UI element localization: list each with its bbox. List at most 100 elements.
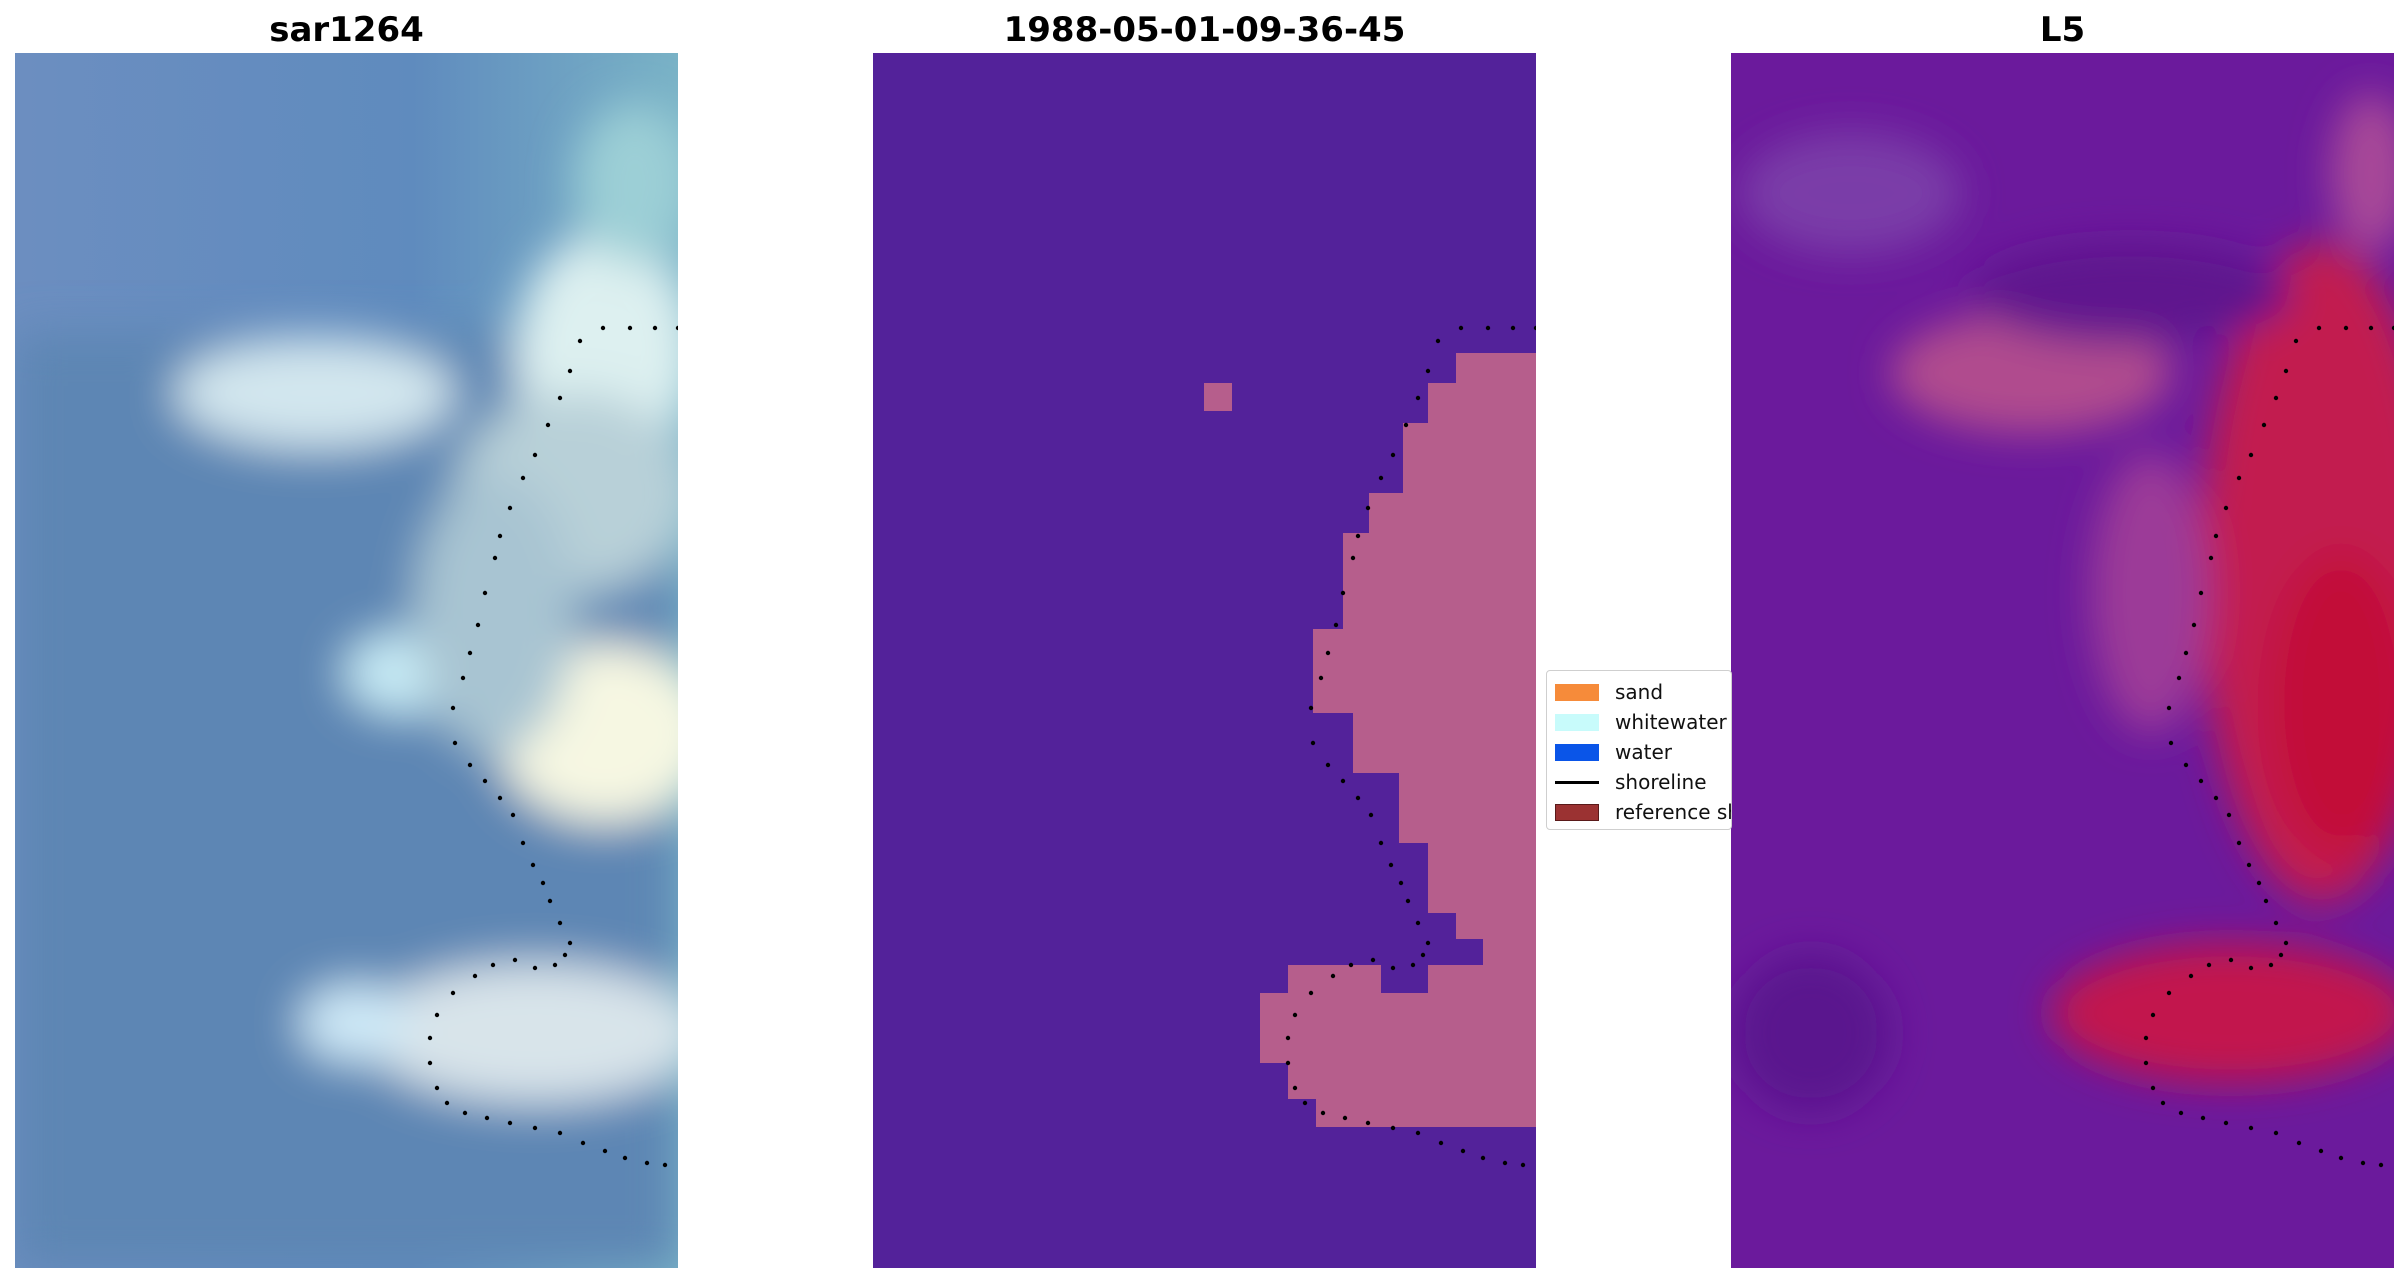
shoreline-dot	[652, 325, 658, 331]
shoreline-dot	[1510, 325, 1516, 331]
shoreline-dot	[2248, 1125, 2254, 1131]
shoreline-dot	[1435, 338, 1441, 344]
shoreline-dot	[1325, 762, 1331, 768]
shoreline-dot	[507, 1120, 513, 1126]
shoreline-dot	[497, 533, 503, 539]
shoreline-dot	[2273, 920, 2279, 926]
shoreline-dot	[2246, 862, 2252, 868]
shoreline-dot	[2176, 675, 2182, 681]
shoreline-dot	[1480, 1155, 1486, 1161]
shoreline-dot	[472, 973, 478, 979]
index-panel	[1731, 53, 2394, 1268]
shoreline-dot	[520, 475, 526, 481]
shoreline-dot	[2256, 880, 2262, 886]
shoreline-dot	[2206, 962, 2212, 968]
shoreline-dot	[2200, 1115, 2206, 1121]
shoreline-dot	[1378, 840, 1384, 846]
shoreline-dot	[2198, 778, 2204, 784]
legend-label: water	[1615, 740, 1672, 764]
shoreline-dot	[1388, 862, 1394, 868]
shoreline-dot	[1285, 1060, 1291, 1066]
shoreline-dot	[460, 675, 466, 681]
shoreline-dot	[2263, 898, 2269, 904]
shoreline-dot	[492, 555, 498, 561]
legend-item-reference-shoreline: reference shoreline	[1555, 800, 1731, 824]
shoreline-dot	[2223, 1120, 2229, 1126]
shoreline-dot	[1533, 325, 1536, 331]
shoreline-dot	[1292, 1085, 1298, 1091]
shoreline-dot	[2143, 1035, 2149, 1041]
shoreline-dot	[434, 1085, 440, 1091]
panel-title-index: L5	[2039, 10, 2086, 50]
shoreline-dot	[2273, 395, 2279, 401]
shoreline-dot	[2150, 1012, 2156, 1018]
shoreline-dot	[622, 1155, 628, 1161]
shoreline-dot	[467, 650, 473, 656]
shoreline-dot	[1390, 1125, 1396, 1131]
shoreline-dot	[1438, 1140, 1444, 1146]
shoreline-dot	[1405, 898, 1411, 904]
shoreline-dot	[2248, 965, 2254, 971]
shoreline-dot	[530, 862, 536, 868]
shoreline-dot	[1398, 880, 1404, 886]
shoreline-dot	[484, 1115, 490, 1121]
shoreline-dot	[2343, 325, 2349, 331]
shoreline-dot	[1390, 965, 1396, 971]
shoreline-dot	[2228, 957, 2234, 963]
shoreline-dot	[2293, 338, 2299, 344]
shoreline-dot	[2248, 452, 2254, 458]
shoreline-dot	[1302, 1100, 1308, 1106]
shoreline-dot	[2213, 795, 2219, 801]
shoreline-dot	[1330, 973, 1336, 979]
shoreline-dot	[545, 422, 551, 428]
shoreline-dot	[2283, 940, 2289, 946]
shoreline-dot	[2278, 952, 2284, 958]
shoreline-dot	[2283, 368, 2289, 374]
shoreline-dot	[482, 590, 488, 596]
shoreline-dot	[2368, 325, 2374, 331]
shoreline-line-swatch	[1555, 780, 1599, 784]
shoreline-dot	[532, 1125, 538, 1131]
shoreline-dot	[1485, 325, 1491, 331]
shoreline-dot	[520, 840, 526, 846]
legend-item-sand: sand	[1555, 680, 1731, 704]
shoreline-dot	[1502, 1160, 1508, 1166]
shoreline-dot	[427, 1035, 433, 1041]
shoreline-dot	[1340, 590, 1346, 596]
legend-item-whitewater: whitewater	[1555, 710, 1731, 734]
shoreline-dot	[1355, 533, 1361, 539]
shoreline-dot	[1320, 1110, 1326, 1116]
shoreline-dot	[2226, 812, 2232, 818]
classification-image	[873, 53, 1536, 1268]
shoreline-dot	[602, 1148, 608, 1154]
shoreline-dot	[2338, 1155, 2344, 1161]
reference-shoreline-swatch	[1555, 803, 1599, 821]
shoreline-dot	[2208, 555, 2214, 561]
shoreline-dot	[2223, 505, 2229, 511]
shoreline-dot	[580, 1140, 586, 1146]
shoreline-dot	[675, 325, 678, 331]
shoreline-dot	[467, 762, 473, 768]
shoreline-dot	[567, 940, 573, 946]
shoreline-dot	[2198, 590, 2204, 596]
shoreline-dot	[627, 325, 633, 331]
shoreline-dot	[1460, 1148, 1466, 1154]
sand-swatch	[1555, 683, 1599, 701]
classification-panel	[873, 53, 1536, 1268]
shoreline-dot	[2150, 1085, 2156, 1091]
shoreline-dot	[1292, 1012, 1298, 1018]
panel-title-rgb: sar1264	[269, 10, 424, 50]
shoreline-dot	[452, 740, 458, 746]
shoreline-dot	[1410, 962, 1416, 968]
shoreline-dot	[2183, 762, 2189, 768]
shoreline-dot	[2143, 1060, 2149, 1066]
shoreline-dot	[1310, 740, 1316, 746]
shoreline-dot	[497, 795, 503, 801]
legend-item-shoreline: shoreline	[1555, 770, 1731, 794]
shoreline-dot	[1350, 555, 1356, 561]
shoreline-dot	[1355, 795, 1361, 801]
shoreline-dot	[434, 1012, 440, 1018]
shoreline-dot	[1370, 957, 1376, 963]
shoreline-dot	[577, 338, 583, 344]
shoreline-dot	[2166, 705, 2172, 711]
